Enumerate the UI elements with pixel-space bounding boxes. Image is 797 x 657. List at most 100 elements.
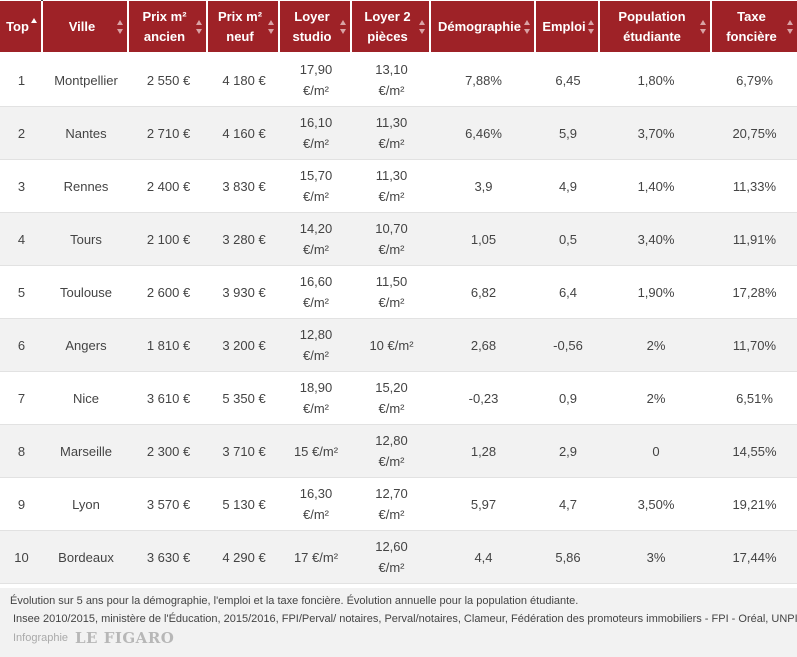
cell-value: 9 — [17, 496, 26, 512]
sort-arrows-icon[interactable] — [787, 19, 794, 34]
table-cell: 3% — [600, 531, 712, 584]
table-cell: 2% — [600, 319, 712, 372]
cell-value: 4 — [17, 231, 26, 247]
table-cell: 0 — [600, 425, 712, 478]
table-cell: 11,30 €/m² — [352, 107, 431, 160]
table-cell: 7 — [0, 372, 43, 425]
table-row: 3 Rennes 2 400 € 3 830 € 15,70 €/m² 11,30 €/m² 3… — [0, 160, 797, 213]
sort-arrows-icon[interactable] — [700, 19, 707, 34]
cell-unit: €/m² — [378, 507, 405, 522]
column-header[interactable]: Top — [0, 1, 43, 54]
sort-arrows-icon[interactable] — [268, 19, 275, 34]
table-cell: 15,20 €/m² — [352, 372, 431, 425]
cell-value: 11,33% — [732, 178, 777, 194]
cell-value: 2 600 € — [146, 284, 191, 300]
cell-value: Toulouse — [59, 284, 113, 300]
table-cell: 1 810 € — [129, 319, 208, 372]
cell-value: 6,45 — [555, 72, 581, 88]
column-header[interactable]: Prix m² ancien — [129, 1, 208, 54]
column-header-label: Prix m² — [217, 8, 263, 24]
table-cell: Tours — [43, 213, 129, 266]
table-cell: 8 — [0, 425, 43, 478]
cell-value: 0,9 — [558, 390, 578, 406]
column-header-label: Emploi — [542, 18, 586, 34]
table-cell: 12,80 €/m² — [352, 425, 431, 478]
cell-value: Rennes — [63, 178, 109, 194]
cell-value: 14,55% — [732, 443, 777, 459]
table-cell: 5,9 — [536, 107, 600, 160]
column-header[interactable]: Emploi — [536, 1, 600, 54]
footer: Évolution sur 5 ans pour la démographie,… — [0, 588, 797, 657]
cell-value: 1,05 — [470, 231, 497, 247]
cell-value: 10,70 — [375, 221, 408, 236]
table-cell: 2% — [600, 372, 712, 425]
column-header[interactable]: Population étudiante — [600, 1, 712, 54]
column-header[interactable]: Loyer studio — [280, 1, 352, 54]
cell-value: 6,51% — [736, 390, 773, 406]
column-header-label-line2: pièces — [367, 28, 408, 44]
table-cell: Nice — [43, 372, 129, 425]
cell-value: 11,30 — [375, 115, 408, 130]
column-header[interactable]: Ville — [43, 1, 129, 54]
cell-value: 1 810 € — [146, 337, 191, 353]
column-header[interactable]: Taxe foncière — [712, 1, 797, 54]
table-cell: 2 710 € — [129, 107, 208, 160]
column-header[interactable]: Prix m² neuf — [208, 1, 280, 54]
cell-value: 6,4 — [558, 284, 578, 300]
column-header-label-line2: studio — [292, 28, 332, 44]
cell-value: Marseille — [59, 443, 112, 459]
ranking-table: Top Ville Prix m² ancien Prix m² neuf Loyer stu… — [0, 1, 797, 584]
column-header-label: Loyer — [294, 8, 330, 24]
cell-unit: €/m² — [303, 136, 329, 151]
table-cell: 6,4 — [536, 266, 600, 319]
table-cell: 6,45 — [536, 54, 600, 107]
table-cell: Rennes — [43, 160, 129, 213]
table-cell: 10 — [0, 531, 43, 584]
sort-arrows-icon[interactable] — [419, 19, 426, 34]
cell-value: 2 550 € — [146, 72, 191, 88]
cell-unit: €/m² — [378, 454, 405, 469]
cell-value: 4,4 — [474, 549, 493, 565]
table-cell: 4,4 — [431, 531, 536, 584]
table-cell: 2 300 € — [129, 425, 208, 478]
cell-value: Lyon — [72, 496, 100, 512]
cell-unit: €/m² — [303, 348, 329, 363]
table-cell: 2 550 € — [129, 54, 208, 107]
sort-arrows-icon[interactable] — [196, 19, 203, 34]
column-header[interactable]: Démographie — [431, 1, 536, 54]
cell-value: Nice — [72, 390, 99, 406]
table-row: 2 Nantes 2 710 € 4 160 € 16,10 €/m² 11,30 €/m² 6… — [0, 107, 797, 160]
column-header-label-line2: neuf — [226, 28, 254, 44]
cell-value: 19,21% — [732, 496, 777, 512]
le-figaro-logo: LE FIGARO — [75, 629, 175, 647]
table-cell: 2 100 € — [129, 213, 208, 266]
cell-value: 3 930 € — [222, 284, 266, 300]
table-cell: 9 — [0, 478, 43, 531]
cell-value: 2 — [17, 125, 26, 141]
column-header-label-line2: ancien — [143, 28, 186, 44]
cell-value: 2 100 € — [146, 231, 191, 247]
cell-value: 1,40% — [637, 178, 675, 194]
table-cell: Montpellier — [43, 54, 129, 107]
sort-arrows-icon[interactable] — [340, 19, 347, 34]
sort-arrows-icon[interactable] — [117, 19, 124, 34]
cell-value: 11,30 — [375, 168, 408, 183]
table-cell: 6,51% — [712, 372, 797, 425]
cell-value: Bordeaux — [58, 549, 114, 565]
table-cell: 3 200 € — [208, 319, 280, 372]
cell-value: 12,60 — [375, 539, 408, 554]
sort-ascending-icon[interactable] — [31, 17, 38, 32]
cell-value: 18,90 — [299, 380, 333, 395]
sort-arrows-icon[interactable] — [524, 19, 531, 34]
cell-value: 3 — [17, 178, 26, 194]
cell-value: 3,50% — [637, 496, 675, 512]
cell-value: 3,9 — [474, 178, 493, 194]
cell-value: 6 — [17, 337, 26, 353]
table-cell: 0,9 — [536, 372, 600, 425]
cell-value: 12,70 — [375, 486, 408, 501]
cell-value: 15 €/m² — [293, 443, 339, 459]
column-header[interactable]: Loyer 2 pièces — [352, 1, 431, 54]
cell-value: Montpellier — [54, 72, 118, 88]
sort-arrows-icon[interactable] — [588, 19, 595, 34]
table-cell: 11,30 €/m² — [352, 160, 431, 213]
